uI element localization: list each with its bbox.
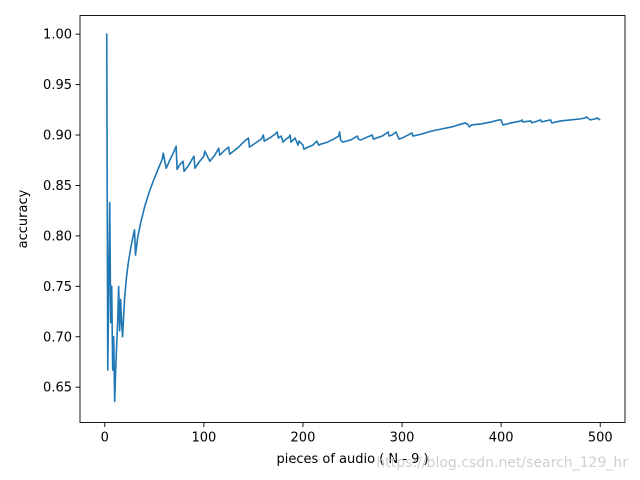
- plot-area: [105, 33, 601, 403]
- y-tick-label: 1.00: [43, 28, 72, 43]
- x-tick-label: 100: [191, 431, 216, 446]
- y-tick-label: 0.80: [43, 229, 72, 244]
- x-tick-label: 0: [101, 431, 109, 446]
- watermark-text: https://blog.csdn.net/search_129_hr: [376, 455, 628, 471]
- x-axis-label: pieces of audio ( N - 9 ): [276, 452, 428, 467]
- y-axis-label: accuracy: [16, 189, 31, 248]
- x-tick-label: 500: [588, 431, 613, 446]
- x-tick-label: 200: [291, 431, 316, 446]
- y-tick-label: 0.65: [43, 381, 72, 396]
- x-tick-label: 300: [390, 431, 415, 446]
- y-tick-label: 0.70: [43, 330, 72, 345]
- y-tick-label: 0.75: [43, 280, 72, 295]
- series-line-0: [105, 33, 601, 403]
- y-tick-label: 0.90: [43, 129, 72, 144]
- x-tick-label: 400: [489, 431, 514, 446]
- axes-frame: [79, 15, 626, 423]
- y-tick-label: 0.85: [43, 179, 72, 194]
- y-tick-label: 0.95: [43, 78, 72, 93]
- axis-ticks: 0 100 200 300 400 500 0.65 0.70 0.75 0.80 0.85 0.90…: [43, 28, 613, 446]
